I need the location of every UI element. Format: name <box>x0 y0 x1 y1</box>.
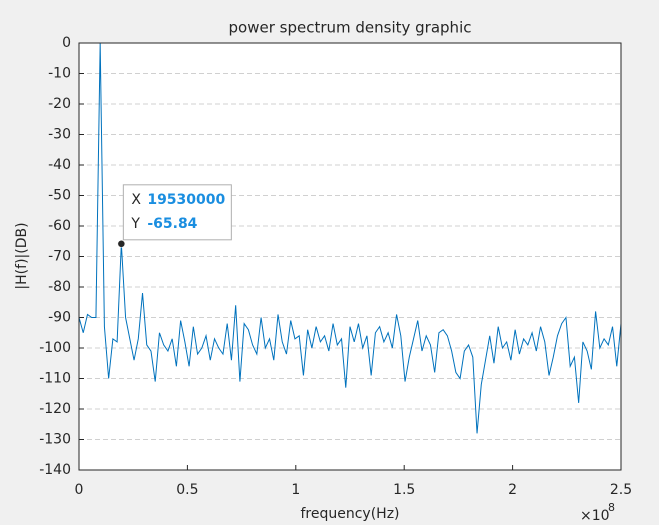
datatip-x-label: X <box>131 192 141 208</box>
chart-title: power spectrum density graphic <box>229 19 472 37</box>
y-tick-label: -80 <box>48 279 71 295</box>
datatip-y-label: Y <box>130 216 140 232</box>
y-tick-label: -30 <box>48 127 71 143</box>
x-tick-label: 2.5 <box>610 482 632 498</box>
x-exponent-base: ×10 <box>580 508 610 524</box>
x-axis-label: frequency(Hz) <box>300 506 399 522</box>
x-tick-label: 0.5 <box>176 482 198 498</box>
y-axis-label: |H(f)|(DB) <box>14 222 30 289</box>
y-tick-label: -110 <box>39 371 71 387</box>
x-tick-label: 0 <box>75 482 84 498</box>
x-tick-label: 1 <box>291 482 300 498</box>
y-tick-label: -60 <box>48 218 71 234</box>
y-tick-label: -120 <box>39 401 71 417</box>
y-tick-label: -100 <box>39 340 71 356</box>
x-exponent-power: 8 <box>608 501 615 514</box>
datatip-x-value: 19530000 <box>147 192 225 208</box>
y-tick-label: -90 <box>48 310 71 326</box>
y-tick-label: -20 <box>48 96 71 112</box>
y-tick-label: 0 <box>62 35 71 51</box>
datatip-marker <box>117 240 126 248</box>
y-tick-label: -10 <box>48 66 71 82</box>
axes-box <box>78 42 622 471</box>
y-tick-label: -130 <box>39 432 71 448</box>
y-tick-label: -140 <box>39 462 71 478</box>
x-tick-label: 2 <box>508 482 517 498</box>
y-tick-label: -50 <box>48 188 71 204</box>
datatip-box <box>122 184 232 241</box>
data-line <box>78 42 622 434</box>
y-tick-label: -40 <box>48 157 71 173</box>
y-tick-label: -70 <box>48 249 71 265</box>
x-tick-label: 1.5 <box>393 482 415 498</box>
datatip-y-value: -65.84 <box>147 216 197 232</box>
